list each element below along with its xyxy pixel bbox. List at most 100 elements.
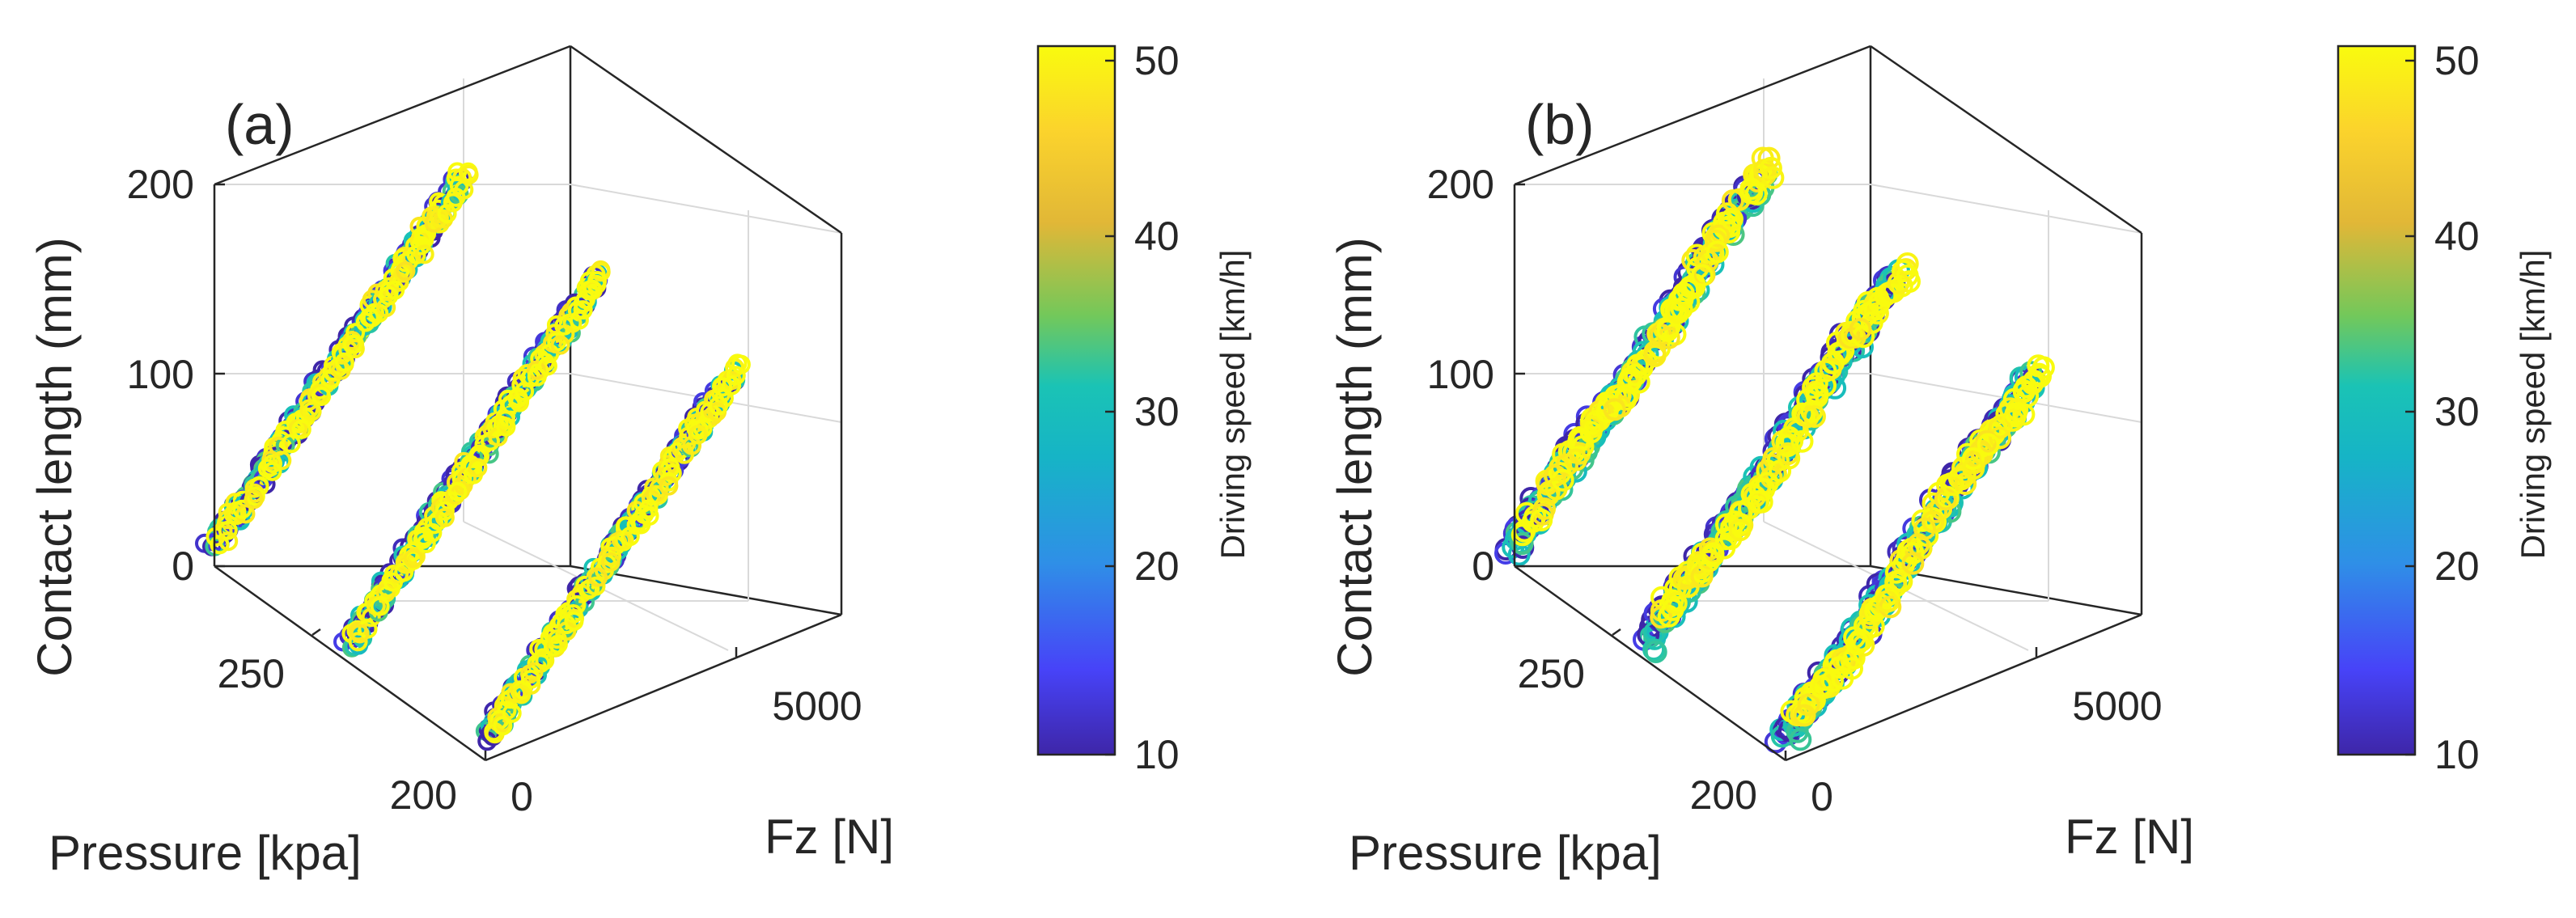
scatter-point-s0 <box>1705 240 1729 264</box>
scatter-point-s2 <box>731 354 751 374</box>
colorbar-tick-label-20: 20 <box>1134 544 1180 589</box>
fz-axis-line <box>485 613 842 762</box>
ticks <box>1515 183 2038 760</box>
panel-label: (a) <box>225 93 294 156</box>
z-tick-label-100: 100 <box>1427 352 1494 397</box>
scatter-point-s1 <box>422 522 443 543</box>
scatter-point-s1 <box>1650 606 1673 629</box>
z-axis-label: Contact length (mm) <box>1328 237 1382 677</box>
scatter-point-s2 <box>1793 704 1816 727</box>
top-right-edge <box>570 44 842 235</box>
scatter-point-s0 <box>302 401 322 421</box>
pressure-tick-label-200: 200 <box>1690 772 1757 818</box>
scatter-point-s1 <box>1661 598 1684 621</box>
scatter-point-s2 <box>1841 657 1863 680</box>
pressure-axis-line <box>1514 565 1786 762</box>
scatter-point-s1 <box>547 332 567 352</box>
scatter-point-s0 <box>355 312 375 332</box>
p-tick-250 <box>1612 628 1621 637</box>
scatter-point-s0 <box>232 499 252 519</box>
scatter-point-s1 <box>526 360 546 380</box>
z-tick-label-200: 200 <box>127 162 194 207</box>
fz-tick-label-0: 0 <box>1811 774 1833 819</box>
scatter-point-s0 <box>1670 297 1693 320</box>
scatter-point-s2 <box>2032 356 2055 379</box>
scatter-point-s1 <box>468 447 488 467</box>
scatter-point-s0 <box>406 245 426 264</box>
scatter-point-s1 <box>495 410 515 430</box>
scatter-point-s2 <box>521 669 540 689</box>
fz-tick-label-5000: 5000 <box>772 683 862 729</box>
scatter-point-s0 <box>299 399 320 419</box>
scatter-point-s2 <box>511 684 532 704</box>
scatter-point-s0 <box>218 520 238 540</box>
colorbar-tick-label-30: 30 <box>2434 389 2480 434</box>
scatter-point-s0 <box>379 286 399 306</box>
scatter-point-s0 <box>1627 370 1650 394</box>
z-tick-label-200: 200 <box>1427 162 1494 207</box>
scatter-point-s0 <box>1603 398 1626 421</box>
scatter-point-s0 <box>1739 177 1763 201</box>
scatter-point-s2 <box>2012 403 2036 426</box>
scatter-point-s2 <box>1976 433 2000 456</box>
scatter-point-s2 <box>1901 542 1925 565</box>
scatter-point-s1 <box>348 632 368 652</box>
scatter-point-s1 <box>591 262 611 282</box>
scatter-point-s2 <box>726 366 746 386</box>
scatter-point-s0 <box>334 352 354 372</box>
scatter-point-s1 <box>1849 318 1872 341</box>
colorbar-label: Driving speed [km/h] <box>2514 250 2552 560</box>
scatter-point-s0 <box>1718 209 1741 233</box>
scatter-point-s0 <box>1565 448 1588 472</box>
scatter-point-s1 <box>468 458 488 478</box>
scatter-point-s0 <box>227 506 247 525</box>
scatter-point-s2 <box>1962 457 1985 480</box>
scatter-point-s2 <box>2002 408 2024 432</box>
scatter-point-s1 <box>1747 490 1770 513</box>
z-tick-label-0: 0 <box>172 544 194 589</box>
scatter-point-s1 <box>1728 518 1752 542</box>
scatter-point-s0 <box>1510 532 1534 556</box>
scatter-point-s1 <box>1777 446 1801 470</box>
scatter-point-s1 <box>573 300 593 320</box>
scatter-point-s1 <box>1644 641 1667 663</box>
scatter-point-s2 <box>722 375 742 396</box>
scatter-point-s1 <box>479 444 499 464</box>
scatter-point-s1 <box>1748 477 1772 501</box>
scatter-point-s2 <box>1913 517 1936 540</box>
z-axis-label: Contact length (mm) <box>28 237 82 677</box>
pressure-axis-label: Pressure [kpa] <box>49 826 362 880</box>
colorbar-tick-label-50: 50 <box>2434 38 2480 83</box>
scatter-point-s1 <box>1803 405 1826 428</box>
grid-z-200-right <box>570 184 842 234</box>
colorbar-gradient <box>2337 44 2417 756</box>
scatter-point-s0 <box>1741 194 1765 218</box>
scatter-point-s0 <box>1690 264 1714 287</box>
scatter-point-s0 <box>272 451 292 471</box>
z-tick-label-0: 0 <box>1472 544 1494 589</box>
scatter-point-s1 <box>370 596 390 616</box>
scatter-point-s0 <box>1544 477 1568 501</box>
scatter-point-s2 <box>1875 590 1899 613</box>
scatter-point-s0 <box>1643 344 1667 367</box>
scatter-point-s0 <box>342 334 362 354</box>
scatter-point-s0 <box>437 204 457 224</box>
scatter-point-s0 <box>218 531 239 552</box>
scatter-point-s0 <box>359 307 379 328</box>
scatter-point-s0 <box>1571 435 1595 458</box>
pressure-tick-label-200: 200 <box>390 772 457 818</box>
scatter-point-s0 <box>311 387 332 406</box>
scatter-point-s1 <box>1776 434 1799 458</box>
scatter-point-s2 <box>588 567 608 587</box>
scatter-point-s2 <box>1809 675 1832 698</box>
scatter-point-s1 <box>1713 536 1736 560</box>
scatter-point-s2 <box>600 552 621 572</box>
scatter-point-s0 <box>454 180 474 200</box>
ticks <box>214 183 738 760</box>
scatter-points <box>195 162 751 751</box>
scatter-point-s0 <box>1720 207 1743 231</box>
scatter-point-s2 <box>662 463 682 484</box>
scatter-point-s0 <box>1530 509 1553 531</box>
scatter-point-s1 <box>447 481 468 501</box>
fz-tick-label-0: 0 <box>511 774 533 819</box>
